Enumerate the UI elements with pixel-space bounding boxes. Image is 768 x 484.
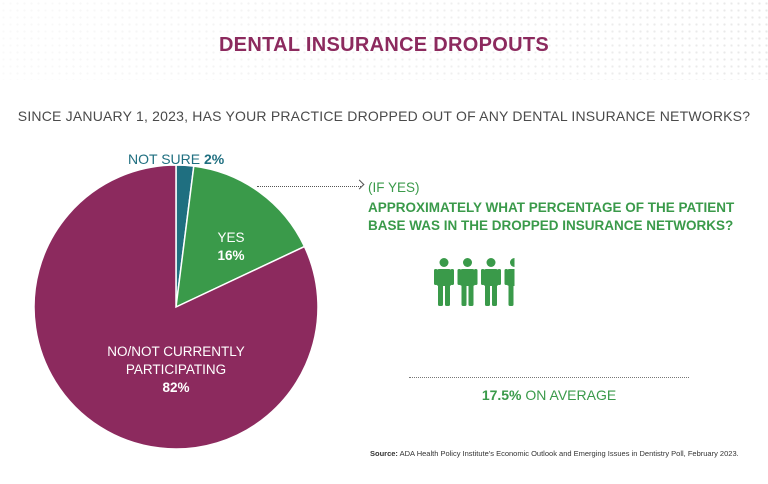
not-sure-tick <box>181 167 182 181</box>
slice-label-no-line1: NO/NOT CURRENTLY <box>107 344 245 359</box>
pie-slice-yes <box>175 165 306 309</box>
followup-condition: (IF YES) <box>368 180 420 195</box>
slice-label-no-value: 82% <box>162 380 190 395</box>
callout-leader-line <box>257 186 361 187</box>
average-text: ON AVERAGE <box>521 387 617 403</box>
slice-label-no-line2: PARTICIPATING <box>125 362 227 377</box>
slice-label-not-sure: NOT SURE 2% <box>128 151 225 167</box>
slice-label-yes-name: YES <box>217 230 245 245</box>
person-icon <box>434 258 454 306</box>
pictogram-divider <box>409 377 689 378</box>
source-text: ADA Health Policy Institute's Economic O… <box>397 449 739 458</box>
slice-label-yes-value: 16% <box>217 248 245 263</box>
pie-slice-no <box>33 164 319 450</box>
slice-label-yes: YES 16% <box>196 229 266 265</box>
person-icon-partial <box>504 258 515 306</box>
person-icon <box>481 258 501 306</box>
chart-title: DENTAL INSURANCE DROPOUTS <box>218 34 550 56</box>
followup-block: (IF YES) APPROXIMATELY WHAT PERCENTAGE O… <box>368 180 748 235</box>
average-value: 17.5% <box>481 387 522 403</box>
person-icon <box>457 258 478 306</box>
header-dot-pattern <box>0 0 768 80</box>
source-note: Source: ADA Health Policy Institute's Ec… <box>370 449 739 458</box>
slice-label-no: NO/NOT CURRENTLY PARTICIPATING 82% <box>86 343 266 397</box>
survey-question: SINCE JANUARY 1, 2023, HAS YOUR PRACTICE… <box>17 108 751 124</box>
average-summary: 17.5% ON AVERAGE <box>409 387 689 403</box>
followup-question: APPROXIMATELY WHAT PERCENTAGE OF THE PAT… <box>368 200 735 233</box>
source-label: Source: <box>370 449 398 458</box>
